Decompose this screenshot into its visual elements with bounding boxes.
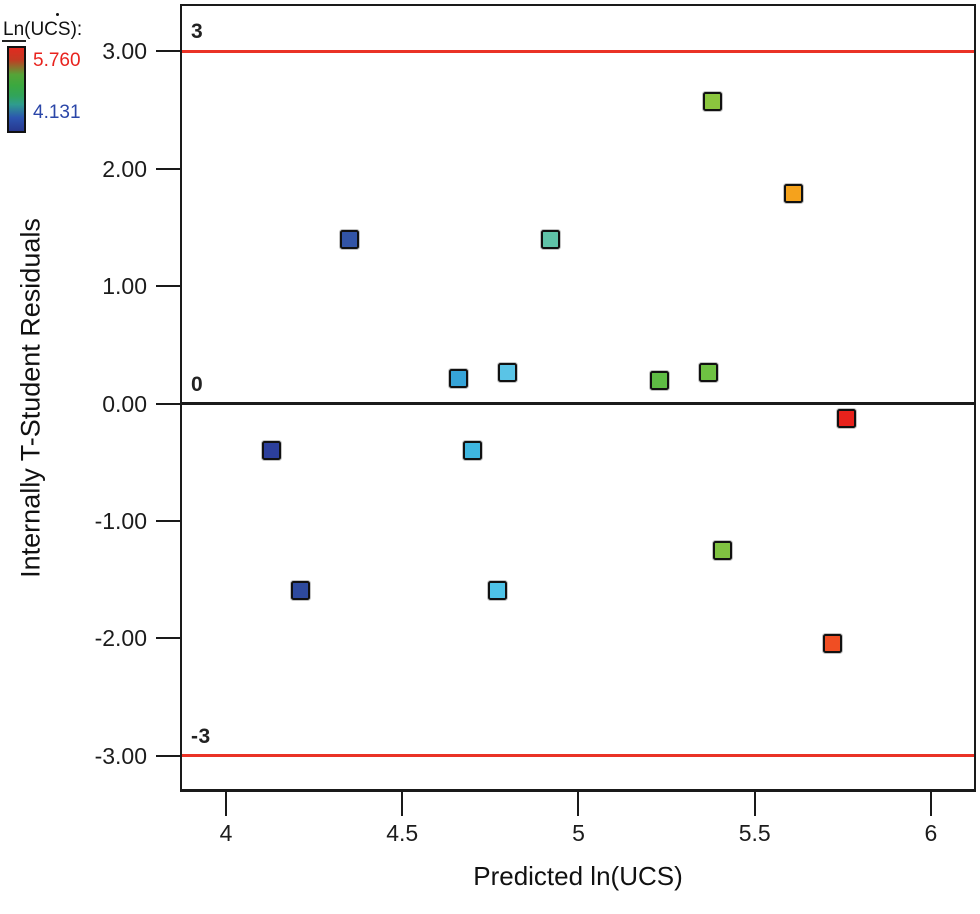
data-point — [713, 540, 733, 560]
data-point — [487, 580, 507, 600]
data-point — [702, 92, 722, 112]
reference-line--3 — [182, 754, 974, 758]
legend: Ln(UCS): 5.760 4.131 — [0, 0, 180, 150]
legend-title: Ln(UCS): — [3, 19, 83, 40]
data-point — [498, 363, 518, 383]
data-point — [822, 633, 842, 653]
y-tick-label: -3.00 — [94, 742, 147, 769]
y-tick — [156, 50, 180, 53]
legend-max-value: 5.760 — [33, 50, 81, 71]
data-point — [540, 229, 560, 249]
x-tick — [577, 790, 580, 816]
y-tick-label: -2.00 — [94, 625, 147, 652]
data-point — [449, 369, 469, 389]
x-tick — [224, 790, 227, 816]
x-axis-title: Predicted ln(UCS) — [473, 861, 683, 891]
x-tick — [401, 790, 404, 816]
reference-line-0 — [182, 402, 974, 405]
y-tick-label: 2.00 — [102, 155, 147, 182]
y-tick — [156, 167, 180, 170]
y-tick-label: 3.00 — [102, 38, 147, 65]
x-tick-label: 4 — [219, 820, 233, 846]
legend-title-dot — [56, 13, 59, 16]
data-point — [650, 370, 670, 390]
data-point — [783, 183, 803, 203]
y-tick-label: -1.00 — [94, 507, 147, 534]
y-tick — [156, 637, 180, 640]
legend-min-value: 4.131 — [33, 102, 81, 123]
x-tick — [929, 790, 932, 816]
legend-title-underline — [2, 40, 26, 42]
data-point — [290, 580, 310, 600]
data-point — [836, 409, 856, 429]
y-tick — [156, 402, 180, 405]
data-point — [463, 441, 483, 460]
legend-colorbar-gradient — [7, 46, 26, 133]
data-point — [339, 229, 359, 249]
y-tick — [156, 285, 180, 288]
reference-line-3 — [182, 49, 974, 53]
y-tick — [156, 754, 180, 757]
x-tick — [753, 790, 756, 816]
reference-line-label-3: 3 — [191, 20, 204, 44]
x-tick-label: 5.5 — [738, 820, 771, 846]
x-tick-label: 6 — [924, 820, 938, 846]
plot-area: 3 0 -3 — [180, 4, 976, 792]
y-tick-label: 1.00 — [102, 273, 147, 300]
x-tick-label: 4.5 — [386, 820, 419, 846]
y-tick-label: 0.00 — [102, 390, 147, 417]
data-point — [262, 441, 282, 460]
reference-line-label--3: -3 — [191, 724, 211, 748]
y-tick — [156, 519, 180, 522]
data-point — [699, 363, 719, 383]
reference-line-label-0: 0 — [191, 372, 204, 396]
x-tick-label: 5 — [572, 820, 585, 846]
